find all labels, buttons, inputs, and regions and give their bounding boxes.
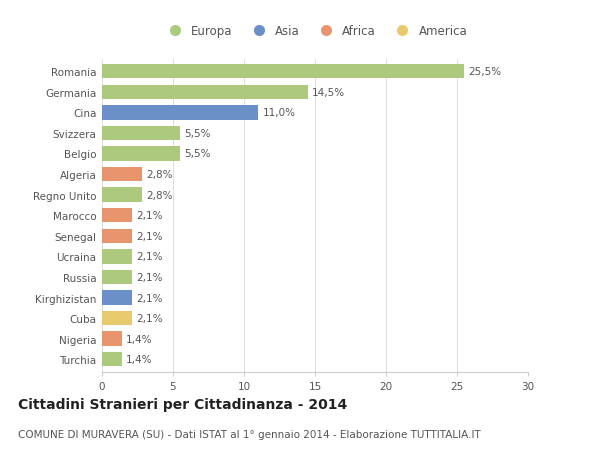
Bar bbox=[102, 250, 132, 264]
Text: 25,5%: 25,5% bbox=[469, 67, 502, 77]
Bar bbox=[102, 353, 122, 367]
Text: 1,4%: 1,4% bbox=[126, 354, 152, 364]
Text: 5,5%: 5,5% bbox=[184, 149, 211, 159]
Text: 2,1%: 2,1% bbox=[136, 313, 163, 324]
Text: 2,1%: 2,1% bbox=[136, 252, 163, 262]
Bar bbox=[102, 291, 132, 305]
Bar bbox=[102, 332, 122, 346]
Bar bbox=[102, 126, 180, 141]
Text: 2,1%: 2,1% bbox=[136, 211, 163, 221]
Text: 11,0%: 11,0% bbox=[262, 108, 295, 118]
Bar bbox=[102, 311, 132, 325]
Text: 14,5%: 14,5% bbox=[312, 88, 345, 97]
Bar bbox=[102, 188, 142, 202]
Text: 2,8%: 2,8% bbox=[146, 190, 173, 200]
Text: COMUNE DI MURAVERA (SU) - Dati ISTAT al 1° gennaio 2014 - Elaborazione TUTTITALI: COMUNE DI MURAVERA (SU) - Dati ISTAT al … bbox=[18, 429, 481, 439]
Bar bbox=[102, 85, 308, 100]
Text: 2,1%: 2,1% bbox=[136, 272, 163, 282]
Bar bbox=[102, 208, 132, 223]
Bar bbox=[102, 65, 464, 79]
Text: Cittadini Stranieri per Cittadinanza - 2014: Cittadini Stranieri per Cittadinanza - 2… bbox=[18, 397, 347, 411]
Bar bbox=[102, 147, 180, 161]
Legend: Europa, Asia, Africa, America: Europa, Asia, Africa, America bbox=[163, 25, 467, 38]
Bar bbox=[102, 106, 258, 120]
Text: 2,8%: 2,8% bbox=[146, 170, 173, 179]
Text: 1,4%: 1,4% bbox=[126, 334, 152, 344]
Bar bbox=[102, 270, 132, 285]
Text: 2,1%: 2,1% bbox=[136, 231, 163, 241]
Bar bbox=[102, 168, 142, 182]
Bar bbox=[102, 229, 132, 243]
Text: 5,5%: 5,5% bbox=[184, 129, 211, 139]
Text: 2,1%: 2,1% bbox=[136, 293, 163, 303]
